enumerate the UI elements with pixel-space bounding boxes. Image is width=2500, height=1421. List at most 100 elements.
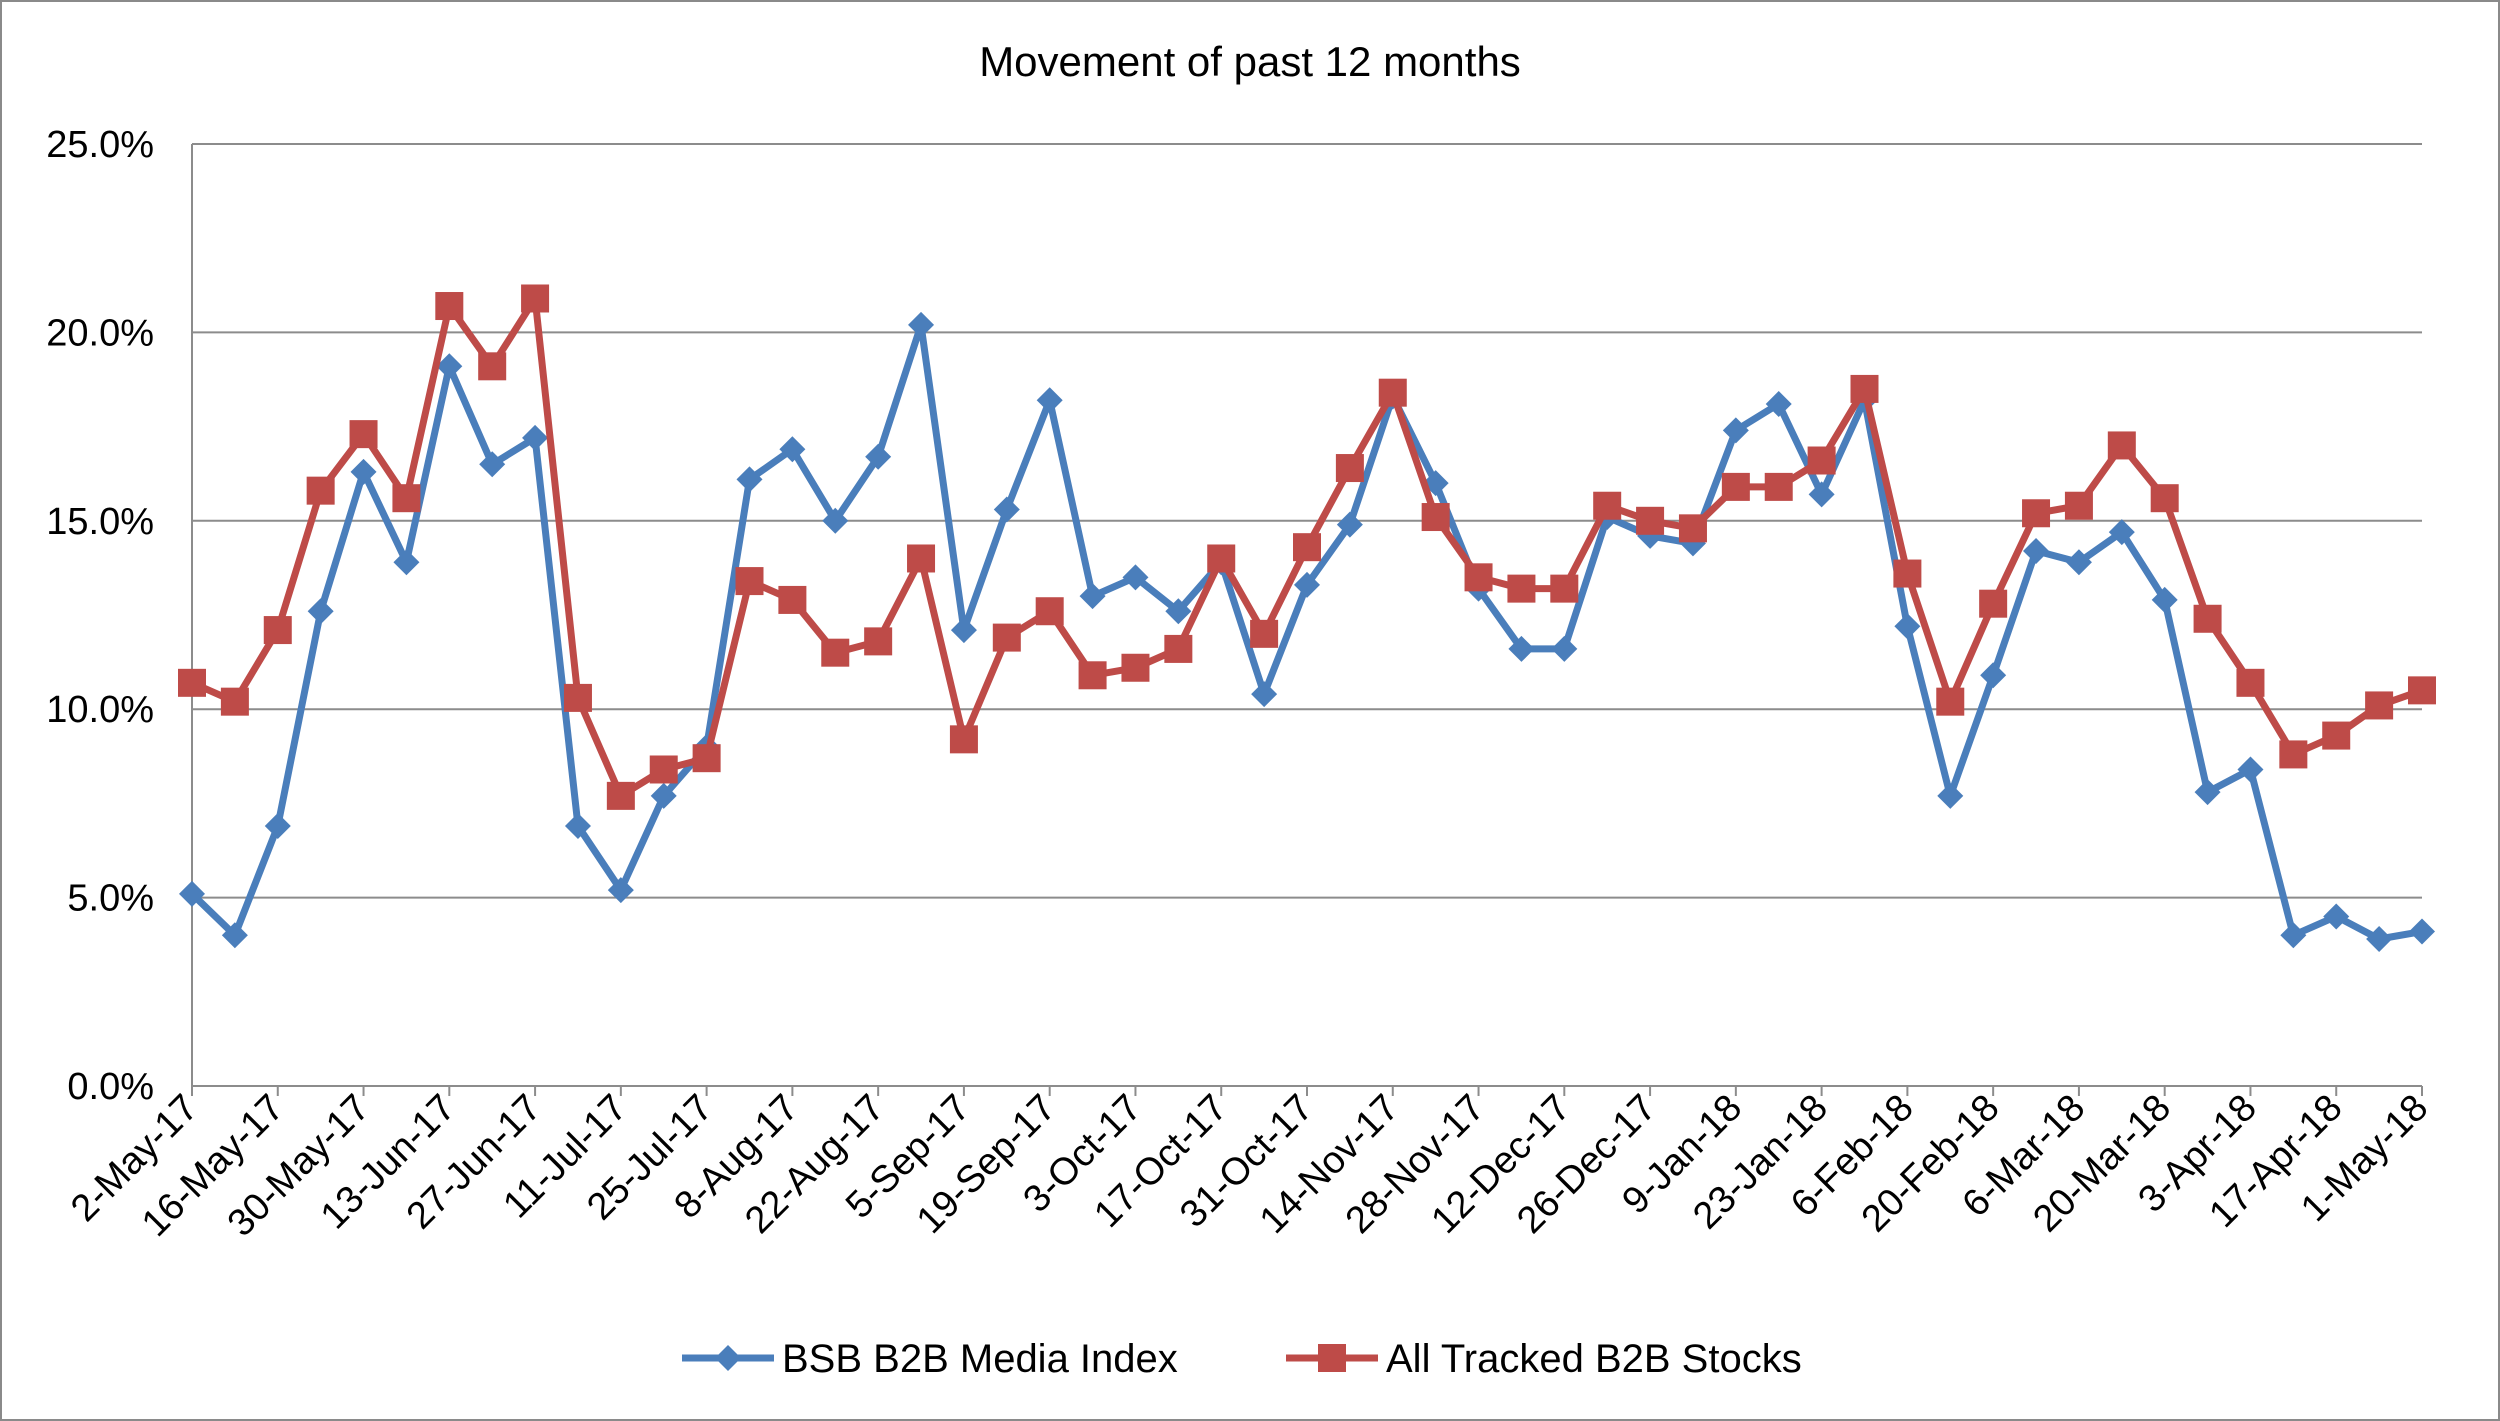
data-point-all-tracked-b2b-stocks [778,585,807,614]
data-point-all-tracked-b2b-stocks [949,725,978,754]
data-point-bsb-b2b-media-index [1079,583,1106,610]
legend-label: All Tracked B2B Stocks [1386,1337,1802,1381]
data-point-all-tracked-b2b-stocks [1421,503,1450,532]
data-point-all-tracked-b2b-stocks [2193,604,2222,633]
data-point-all-tracked-b2b-stocks [1035,597,1064,626]
data-point-all-tracked-b2b-stocks [2365,691,2394,720]
data-point-all-tracked-b2b-stocks [1507,574,1536,603]
data-point-all-tracked-b2b-stocks [1164,634,1193,663]
data-point-all-tracked-b2b-stocks [306,476,335,505]
data-point-all-tracked-b2b-stocks [692,744,721,773]
data-point-bsb-b2b-media-index [350,458,377,485]
data-point-bsb-b2b-media-index [2409,918,2435,945]
data-point-all-tracked-b2b-stocks [178,668,206,697]
data-point-bsb-b2b-media-index [2023,537,2050,564]
data-point-all-tracked-b2b-stocks [821,638,850,667]
data-point-all-tracked-b2b-stocks [478,352,507,381]
data-point-all-tracked-b2b-stocks [2279,740,2308,769]
axes: 0.0%5.0%10.0%15.0%20.0%25.0%2-May-1716-M… [46,124,2436,1245]
data-point-bsb-b2b-media-index [1551,635,1578,662]
data-point-bsb-b2b-media-index [479,451,506,478]
chart-title: Movement of past 12 months [979,38,1521,85]
y-tick-label: 0.0% [67,1066,154,1108]
data-point-all-tracked-b2b-stocks [1378,378,1407,407]
data-point-all-tracked-b2b-stocks [2107,431,2136,460]
data-point-all-tracked-b2b-stocks [1678,514,1707,543]
data-point-bsb-b2b-media-index [436,353,463,380]
data-point-bsb-b2b-media-index [1894,613,1921,640]
data-point-all-tracked-b2b-stocks [1250,619,1279,648]
data-point-all-tracked-b2b-stocks [907,544,936,573]
data-point-bsb-b2b-media-index [736,466,763,493]
data-point-bsb-b2b-media-index [993,496,1020,523]
data-point-all-tracked-b2b-stocks [1807,446,1836,475]
data-point-all-tracked-b2b-stocks [2022,499,2051,528]
data-point-bsb-b2b-media-index [2065,549,2092,576]
data-point-all-tracked-b2b-stocks [1979,589,2008,618]
y-tick-label: 20.0% [46,312,154,354]
data-point-all-tracked-b2b-stocks [2408,676,2436,705]
data-point-all-tracked-b2b-stocks [1893,559,1922,588]
data-point-all-tracked-b2b-stocks [1121,653,1150,682]
data-point-all-tracked-b2b-stocks [1764,472,1793,501]
legend: BSB B2B Media Index All Tracked B2B Stock… [682,1337,1802,1381]
data-point-bsb-b2b-media-index [822,507,849,534]
data-point-bsb-b2b-media-index [2280,922,2307,949]
legend-marker [1318,1344,1346,1372]
data-point-all-tracked-b2b-stocks [2322,721,2351,750]
data-point-all-tracked-b2b-stocks [1550,574,1579,603]
data-point-bsb-b2b-media-index [1937,782,1964,809]
series-line-bsb-b2b-media-index [189,321,2423,943]
data-point-all-tracked-b2b-stocks [392,484,421,513]
data-point-bsb-b2b-media-index [607,877,634,904]
data-point-bsb-b2b-media-index [2366,926,2393,953]
data-point-all-tracked-b2b-stocks [1464,563,1493,592]
data-point-bsb-b2b-media-index [1251,681,1278,708]
data-point-all-tracked-b2b-stocks [1636,506,1665,535]
data-point-bsb-b2b-media-index [650,782,677,809]
data-point-bsb-b2b-media-index [2194,779,2221,806]
data-point-all-tracked-b2b-stocks [1936,687,1965,716]
data-point-all-tracked-b2b-stocks [1335,454,1364,483]
data-point-bsb-b2b-media-index [1122,564,1149,591]
data-point-all-tracked-b2b-stocks [2064,491,2093,520]
data-point-all-tracked-b2b-stocks [435,292,464,321]
data-point-all-tracked-b2b-stocks [349,420,378,449]
data-point-bsb-b2b-media-index [221,922,248,949]
data-point-bsb-b2b-media-index [179,880,205,907]
data-point-bsb-b2b-media-index [779,436,806,463]
data-point-bsb-b2b-media-index [1336,511,1363,538]
data-point-bsb-b2b-media-index [908,311,935,338]
data-point-bsb-b2b-media-index [1808,481,1835,508]
data-point-bsb-b2b-media-index [2151,586,2178,613]
data-point-all-tracked-b2b-stocks [2236,668,2265,697]
data-point-all-tracked-b2b-stocks [1293,533,1321,562]
y-tick-label: 15.0% [46,501,154,543]
data-point-all-tracked-b2b-stocks [220,687,249,716]
data-point-all-tracked-b2b-stocks [992,623,1021,652]
data-point-bsb-b2b-media-index [522,424,549,451]
data-point-bsb-b2b-media-index [2237,756,2264,783]
data-point-all-tracked-b2b-stocks [2150,484,2179,513]
data-point-bsb-b2b-media-index [1165,598,1192,625]
data-point-bsb-b2b-media-index [1722,417,1749,444]
data-point-all-tracked-b2b-stocks [1593,491,1622,520]
data-point-all-tracked-b2b-stocks [735,567,764,596]
data-point-bsb-b2b-media-index [1294,571,1320,598]
legend-label: BSB B2B Media Index [782,1337,1178,1381]
data-point-bsb-b2b-media-index [1765,390,1792,417]
data-point-bsb-b2b-media-index [393,549,420,576]
data-point-all-tracked-b2b-stocks [606,781,635,810]
data-point-all-tracked-b2b-stocks [263,616,292,645]
y-tick-label: 10.0% [46,689,154,731]
data-point-bsb-b2b-media-index [2108,519,2135,546]
data-point-bsb-b2b-media-index [865,443,892,470]
data-point-all-tracked-b2b-stocks [563,683,592,712]
series-lines [178,284,2436,953]
legend-marker [715,1345,741,1371]
data-point-bsb-b2b-media-index [950,617,977,644]
data-point-bsb-b2b-media-index [2323,903,2350,930]
data-point-bsb-b2b-media-index [564,813,591,840]
